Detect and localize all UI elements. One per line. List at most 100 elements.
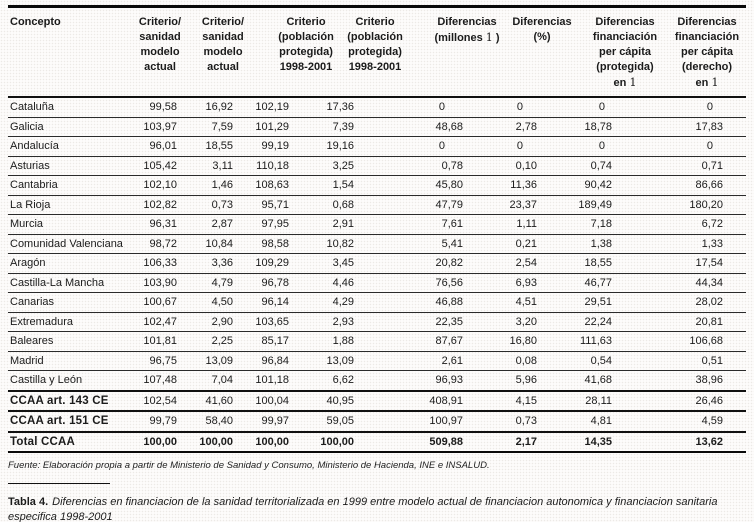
cell-value: 103,90 [132, 273, 188, 293]
cell-concepto: La Rioja [8, 195, 132, 215]
cell-value: 0 [638, 97, 746, 118]
cell-value: 22,35 [376, 312, 478, 332]
column-header-diferencias-financiacion-per-capita-derecho: Diferencias financiación per cápita (derech… [638, 6, 746, 98]
cell-value: 98,72 [132, 234, 188, 254]
cell-value: 0,73 [478, 410, 556, 432]
cell-value: 76,56 [376, 273, 478, 293]
cell-value: 100,97 [376, 410, 478, 432]
cell-value: 3,25 [306, 156, 376, 176]
cell-value: 4,15 [478, 389, 556, 412]
cell-value: 107,48 [132, 370, 188, 391]
cell-value: 5,96 [478, 370, 556, 391]
cell-value: 0 [556, 97, 638, 118]
cell-value: 16,92 [188, 97, 246, 118]
cell-value: 100,00 [306, 430, 376, 453]
table-header-row: Concepto Criterio/sanidad modelo actual Crit… [8, 6, 746, 98]
cell-concepto: Comunidad Valenciana [8, 234, 132, 254]
cell-value: 99,79 [132, 410, 188, 432]
caption-text: Diferencias en financiacion de la sanida… [8, 496, 718, 522]
column-header-diferencias-millones: Diferencias (millones 1 ) [376, 6, 500, 98]
cell-value: 0,78 [376, 156, 478, 176]
cell-value: 100,67 [132, 292, 188, 313]
cell-value: 96,14 [246, 292, 306, 313]
table-row: Total CCAA 100,00 100,00 100,00 100,00 509,88… [8, 430, 746, 453]
cell-value: 0,71 [638, 156, 746, 176]
cell-value: 40,95 [306, 389, 376, 412]
column-header-diferencias-pct: Diferencias (%) [478, 6, 572, 98]
table-row: Castilla y León 107,48 7,04 101,18 6,62 96,93… [8, 370, 746, 391]
cell-value: 59,05 [306, 410, 376, 432]
table-row: Cataluña 99,58 16,92 102,19 17,36 0 0 0 0 [8, 97, 746, 118]
cell-value: 28,02 [638, 292, 746, 313]
cell-concepto: Extremadura [8, 312, 132, 332]
cell-value: 109,29 [246, 253, 306, 274]
cell-concepto: CCAA art. 143 CE [8, 389, 132, 412]
source-note: Fuente: Elaboración propia a partir de M… [8, 460, 490, 471]
cell-value: 14,35 [556, 430, 638, 453]
cell-value: 100,00 [188, 430, 246, 453]
cell-value: 87,67 [376, 331, 478, 352]
table-row: Madrid 96,75 13,09 96,84 13,09 2,61 0,08 0,54 0,… [8, 351, 746, 371]
cell-value: 41,60 [188, 389, 246, 412]
cell-value: 106,33 [132, 253, 188, 274]
table-row: Aragón 106,33 3,36 109,29 3,45 20,82 2,54 18,55… [8, 253, 746, 274]
cell-value: 2,25 [188, 331, 246, 352]
cell-value: 0,73 [188, 195, 246, 215]
cell-concepto: Murcia [8, 214, 132, 235]
cell-value: 102,19 [246, 97, 306, 118]
cell-value: 95,71 [246, 195, 306, 215]
cell-value: 4,51 [478, 292, 556, 313]
cell-concepto: Andalucía [8, 136, 132, 157]
cell-value: 102,47 [132, 312, 188, 332]
cell-value: 0,54 [556, 351, 638, 371]
cell-value: 58,40 [188, 410, 246, 432]
cell-value: 41,68 [556, 370, 638, 391]
cell-value: 0,51 [638, 351, 746, 371]
cell-value: 4,29 [306, 292, 376, 313]
cell-value: 90,42 [556, 175, 638, 196]
cell-value: 102,10 [132, 175, 188, 196]
cell-value: 48,68 [376, 117, 478, 137]
cell-value: 100,00 [132, 430, 188, 453]
cell-concepto: Asturias [8, 156, 132, 176]
cell-value: 100,04 [246, 389, 306, 412]
cell-value: 7,39 [306, 117, 376, 137]
cell-value: 2,54 [478, 253, 556, 274]
cell-concepto: Total CCAA [8, 430, 132, 453]
table-row: CCAA art. 151 CE 99,79 58,40 99,97 59,05 100,… [8, 410, 746, 432]
cell-value: 13,09 [306, 351, 376, 371]
table-row: Canarias 100,67 4,50 96,14 4,29 46,88 4,51 29,5… [8, 292, 746, 313]
currency-placeholder-glyph: 1 [629, 76, 637, 89]
cell-value: 2,17 [478, 430, 556, 453]
cell-value: 45,80 [376, 175, 478, 196]
cell-value: 38,96 [638, 370, 746, 391]
cell-value: 1,11 [478, 214, 556, 235]
cell-value: 7,59 [188, 117, 246, 137]
table-row: Galicia 103,97 7,59 101,29 7,39 48,68 2,78 18,7… [8, 117, 746, 137]
cell-value: 22,24 [556, 312, 638, 332]
cell-value: 4,59 [638, 410, 746, 432]
table-row: Murcia 96,31 2,87 97,95 2,91 7,61 1,11 7,18 6,72 [8, 214, 746, 235]
cell-value: 18,78 [556, 117, 638, 137]
table-row: Extremadura 102,47 2,90 103,65 2,93 22,35 3,20… [8, 312, 746, 332]
cell-value: 105,42 [132, 156, 188, 176]
cell-value: 99,97 [246, 410, 306, 432]
cell-value: 97,95 [246, 214, 306, 235]
cell-value: 44,34 [638, 273, 746, 293]
cell-value: 6,93 [478, 273, 556, 293]
cell-value: 0 [556, 136, 638, 157]
cell-value: 5,41 [376, 234, 478, 254]
cell-value: 111,63 [556, 331, 638, 352]
cell-value: 408,91 [376, 389, 478, 412]
cell-value: 46,77 [556, 273, 638, 293]
cell-value: 20,81 [638, 312, 746, 332]
cell-concepto: Cantabria [8, 175, 132, 196]
cell-value: 100,00 [246, 430, 306, 453]
table-row: Andalucía 96,01 18,55 99,19 19,16 0 0 0 0 [8, 136, 746, 157]
cell-value: 13,09 [188, 351, 246, 371]
cell-value: 96,78 [246, 273, 306, 293]
cell-value: 17,54 [638, 253, 746, 274]
column-header-criterio-poblacion-protegida-1: Criterio (población protegida) 1998-2001 [246, 6, 334, 98]
cell-value: 7,04 [188, 370, 246, 391]
